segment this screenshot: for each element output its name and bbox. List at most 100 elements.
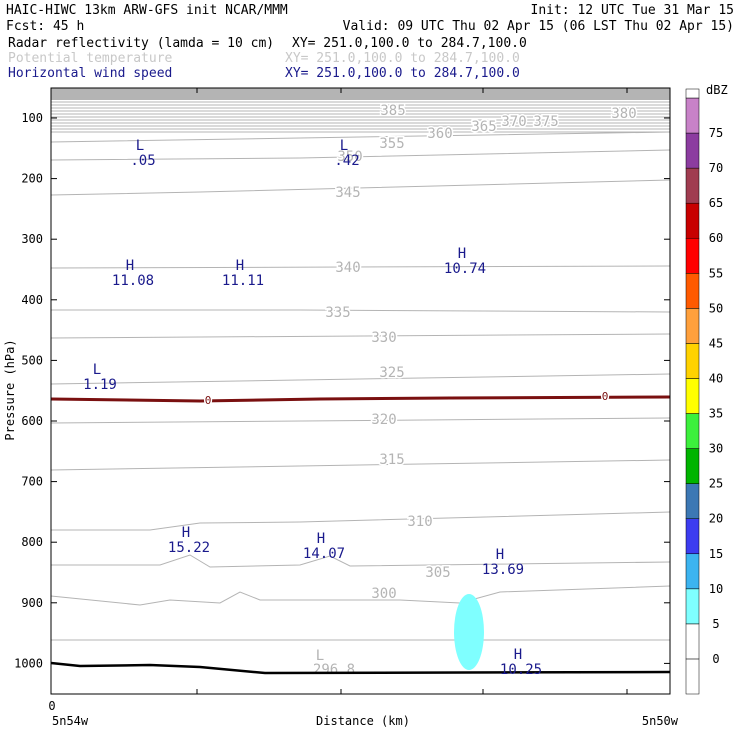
colorbar-label: 15 — [709, 547, 723, 561]
extremum-value: 14.07 — [303, 546, 345, 562]
theta-label: 360 — [427, 126, 452, 142]
extremum-value: 15.22 — [168, 540, 210, 556]
y-tick-label: 800 — [21, 535, 43, 549]
terrain-line — [50, 661, 671, 675]
field-wind-name: Horizontal wind speed — [8, 66, 172, 81]
colorbar-swatch — [685, 658, 700, 695]
echo-blob — [454, 594, 484, 670]
colorbar-swatch — [685, 132, 700, 169]
extremum-type: H — [514, 647, 522, 663]
theta-label: 305 — [425, 565, 450, 581]
extremum-value: 10.74 — [444, 261, 486, 277]
colorbar-swatch — [685, 343, 700, 379]
colorbar-label: 70 — [709, 161, 723, 175]
colorbar-label: 45 — [709, 336, 723, 350]
header-valid: Valid: 09 UTC Thu 02 Apr 15 (06 LST Thu … — [343, 19, 734, 34]
extremum-value: 10.25 — [500, 662, 542, 678]
theta-line — [51, 554, 671, 568]
y-tick-label: 1000 — [14, 656, 43, 670]
x-axis — [50, 88, 628, 694]
extremum-value: 13.69 — [482, 562, 524, 578]
colorbar-swatch — [685, 202, 700, 239]
y-axis-label: Pressure (hPa) — [3, 339, 17, 440]
theta-line — [50, 179, 671, 196]
theta-label: 335 — [325, 305, 350, 321]
zero-contour-label: 0 — [602, 390, 609, 403]
extremum-type: L — [93, 362, 101, 378]
colorbar: 0 5 10 15 20 25 30 35 40 45 50 55 60 65 70 75 — [685, 88, 723, 695]
theta-label: 385 — [380, 103, 405, 119]
theta-line — [50, 585, 671, 606]
reflectivity-echo — [454, 594, 484, 670]
theta-line — [51, 511, 671, 531]
colorbar-swatch — [685, 378, 700, 414]
plot-area: 385 380 375 370 365 360 355 350 345 340 335 330 325 3… — [14, 87, 671, 695]
theta-label: 355 — [379, 136, 404, 152]
theta-line — [50, 265, 671, 269]
extremum-value: .42 — [334, 153, 359, 169]
extremum-type: L — [316, 648, 324, 664]
colorbar-swatch — [685, 518, 700, 555]
colorbar-swatch — [685, 273, 700, 309]
theta-label: 380 — [611, 106, 636, 122]
field-reflectivity-xy: XY= 251.0,100.0 to 284.7,100.0 — [292, 36, 527, 51]
header-init: Init: 12 UTC Tue 31 Mar 15 — [531, 3, 735, 18]
y-tick-label: 300 — [21, 232, 43, 246]
colorbar-swatch — [685, 483, 700, 519]
y-tick-label: 100 — [21, 111, 43, 125]
extremum-type: L — [340, 138, 348, 154]
theta-label: 315 — [379, 452, 404, 468]
colorbar-swatch — [685, 553, 700, 590]
y-tick-label: 600 — [21, 414, 43, 428]
extremum-type: H — [126, 258, 134, 274]
extremum-type: L — [136, 138, 144, 154]
terrain-line — [50, 661, 671, 675]
model-top-shading — [51, 88, 670, 100]
y-tick-label: 700 — [21, 475, 43, 489]
theta-line — [50, 149, 671, 161]
field-theta-xy: XY= 251.0,100.0 to 284.7,100.0 — [285, 51, 520, 66]
colorbar-label: 30 — [709, 442, 723, 456]
x-tick-zero: 0 — [48, 699, 55, 713]
theta-label: 300 — [371, 586, 396, 602]
theta-line — [51, 309, 671, 313]
extremum-value: 11.11 — [222, 273, 264, 289]
theta-label: 375 — [533, 114, 558, 130]
theta-label: 296.8 — [313, 662, 355, 678]
theta-line — [50, 131, 671, 143]
zero-contour-label: 0 — [205, 394, 212, 407]
header-fcst: Fcst: 45 h — [6, 19, 84, 34]
colorbar-label: 65 — [709, 196, 723, 210]
theta-label: 365 — [471, 119, 496, 135]
extremum-type: H — [496, 547, 504, 563]
extremum-value: .05 — [130, 153, 155, 169]
theta-line — [50, 417, 671, 424]
colorbar-label: 25 — [709, 477, 723, 491]
colorbar-swatch — [685, 308, 700, 344]
x-axis-label: Distance (km) — [316, 714, 410, 728]
colorbar-label: 10 — [709, 582, 723, 596]
wind-extrema: L.05L.42H11.08H11.11H10.74L1.19H15.22H14… — [83, 138, 542, 678]
colorbar-swatch — [685, 623, 700, 660]
extremum-type: H — [458, 246, 466, 262]
theta-line — [50, 333, 671, 339]
colorbar-label: 0 — [712, 652, 719, 666]
colorbar-label: 35 — [709, 407, 723, 421]
header-title: HAIC-HIWC 13km ARW-GFS init NCAR/MMM — [6, 3, 288, 18]
y-axis: 100 200 300 400 500 600 700 800 900 1000 — [14, 111, 670, 670]
y-tick-label: 900 — [21, 596, 43, 610]
plot-border — [50, 87, 671, 695]
theta-label: 325 — [379, 365, 404, 381]
y-tick-label: 200 — [21, 172, 43, 186]
extremum-value: 11.08 — [112, 273, 154, 289]
colorbar-label: 55 — [709, 266, 723, 280]
theta-label: 310 — [407, 514, 432, 530]
theta-label: 330 — [371, 330, 396, 346]
x-left-location: 5n54w — [52, 714, 89, 728]
colorbar-cap — [685, 88, 700, 99]
theta-label: 350 — [337, 149, 362, 165]
theta-label: 345 — [335, 185, 360, 201]
zero-contour-line — [50, 395, 671, 403]
colorbar-label: 5 — [712, 617, 719, 631]
